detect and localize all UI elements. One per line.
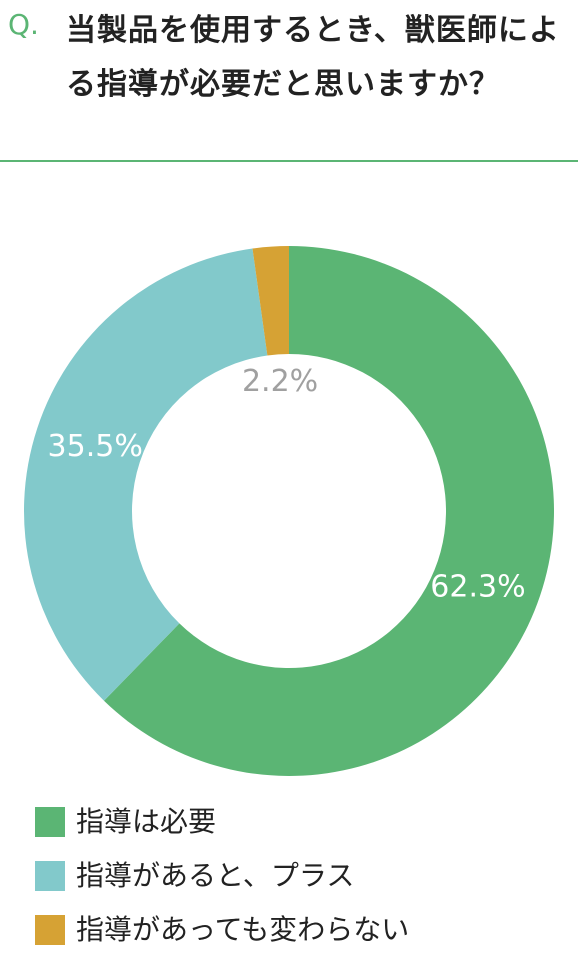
legend-swatch (35, 807, 65, 837)
legend-swatch (35, 915, 65, 945)
donut-segment (103, 246, 555, 777)
donut-segment (24, 248, 268, 701)
legend-label: 指導があると、プラス (76, 859, 354, 892)
value-label: 35.5% (48, 429, 143, 464)
legend-swatch (35, 861, 65, 891)
chart-title: 当製品を使用するとき、獣医師による指導が必要だと思いますか？ (66, 13, 560, 102)
value-label: 2.2% (242, 364, 318, 399)
donut-segment (252, 246, 289, 356)
legend-label: 指導があっても変わらない (76, 913, 409, 946)
question-header: Q. 当製品を使用するとき、獣医師による指導が必要だと思いますか？ (0, 0, 578, 162)
legend-label: 指導は必要 (76, 805, 216, 838)
value-label: 62.3% (430, 569, 525, 604)
question-label: Q. (8, 8, 39, 41)
